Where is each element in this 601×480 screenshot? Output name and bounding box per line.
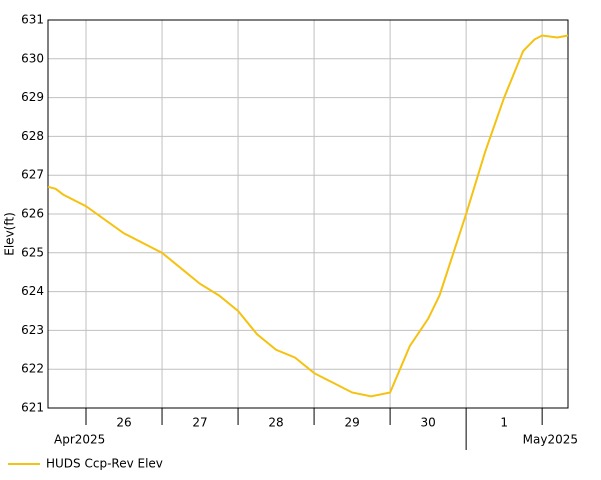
y-tick-label: 626 [21,207,44,221]
plot-frame [47,19,569,409]
y-tick-label: 625 [21,245,44,259]
y-tick-label: 630 [21,51,44,65]
y-axis-label: Elev(ft) [3,212,17,255]
y-tick-label: 622 [21,362,44,376]
y-tick-label: 621 [21,401,44,415]
y-tick-label: 628 [21,129,44,143]
y-tick-label: 623 [21,323,44,337]
data-line [47,34,569,398]
y-tick-label: 629 [21,90,44,104]
x-tick-label: 1 [500,416,508,430]
month-label: Apr2025 [54,433,105,447]
x-tick-label: 27 [192,416,207,430]
x-tick-label: 30 [420,416,435,430]
x-tick-label: 28 [268,416,283,430]
y-tick-label: 624 [21,284,44,298]
y-tick-label: 627 [21,168,44,182]
x-tick-label: 26 [116,416,131,430]
legend-label: HUDS Ccp-Rev Elev [46,457,163,471]
y-tick-label: 631 [21,13,44,27]
month-label: May2025 [523,433,578,447]
x-tick-label: 29 [344,416,359,430]
